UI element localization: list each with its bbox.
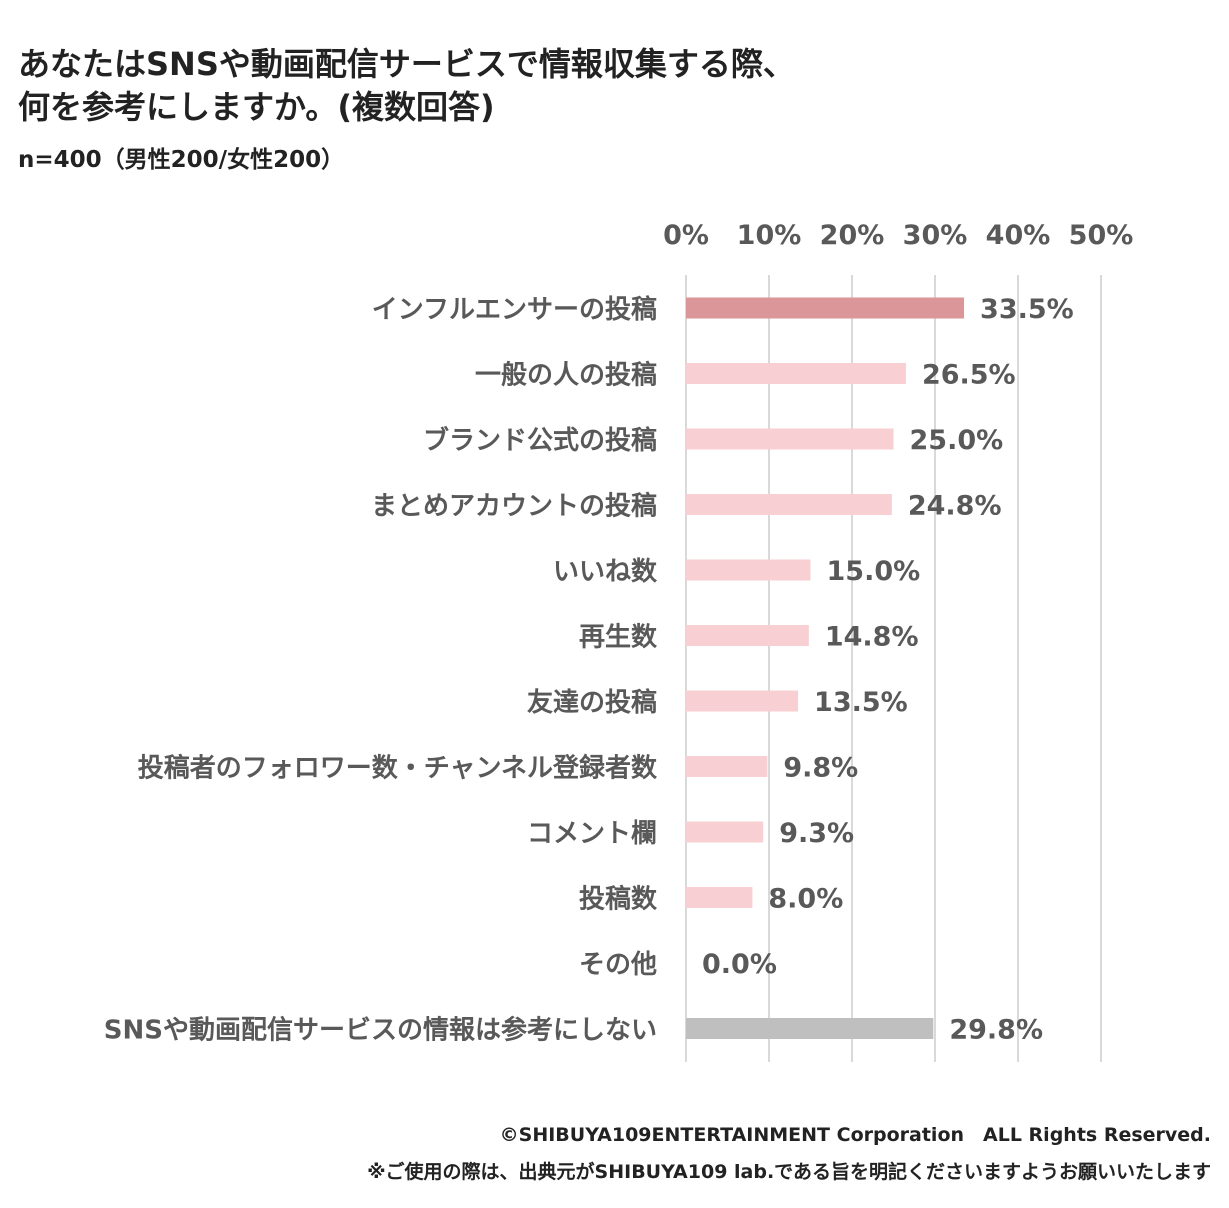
- value-label: 15.0%: [827, 556, 921, 587]
- x-tick-label: 0%: [663, 220, 709, 251]
- x-tick-label: 50%: [1069, 220, 1134, 251]
- value-label: 24.8%: [908, 491, 1002, 522]
- value-label: 13.5%: [814, 687, 908, 718]
- bar-3: [686, 494, 892, 515]
- value-label: 29.8%: [949, 1015, 1043, 1046]
- category-label: 投稿者のフォロワー数・チャンネル登録者数: [138, 753, 658, 784]
- category-label: まとめアカウントの投稿: [371, 491, 657, 522]
- bar-6: [686, 690, 799, 712]
- value-label: 26.5%: [922, 360, 1016, 391]
- category-label: ブランド公式の投稿: [423, 425, 657, 456]
- bar-4: [686, 559, 811, 581]
- category-label: 投稿数: [579, 884, 658, 915]
- bar-0: [686, 297, 965, 319]
- value-label: 8.0%: [768, 884, 843, 915]
- value-label: 9.3%: [779, 818, 854, 849]
- category-label: インフルエンサーの投稿: [372, 294, 657, 325]
- category-label: 一般の人の投稿: [475, 360, 657, 391]
- bars: [686, 297, 965, 1039]
- category-label: いいね数: [553, 557, 658, 587]
- value-label: 9.8%: [783, 753, 858, 784]
- value-label: 25.0%: [910, 425, 1004, 456]
- category-label: コメント欄: [527, 819, 657, 849]
- bar-2: [686, 428, 894, 450]
- bar-1: [686, 363, 906, 384]
- bar-11: [686, 1018, 934, 1039]
- bar-8: [686, 821, 764, 843]
- value-label: 0.0%: [702, 949, 777, 980]
- copyright-notice: ©SHIBUYA109ENTERTAINMENT Corporation ALL…: [499, 1124, 1211, 1146]
- category-labels: インフルエンサーの投稿一般の人の投稿ブランド公式の投稿まとめアカウントの投稿いい…: [104, 294, 658, 1046]
- usage-note: ※ご使用の際は、出典元がSHIBUYA109 lab.である旨を明記くださいます…: [367, 1161, 1211, 1183]
- category-label: SNSや動画配信サービスの情報は参考にしない: [104, 1015, 657, 1046]
- gridlines: [685, 275, 1102, 1062]
- bar-7: [686, 756, 768, 777]
- value-label: 33.5%: [980, 294, 1074, 325]
- chart-title-line-1: あなたはSNSや動画配信サービスで情報収集する際、: [18, 45, 795, 83]
- chart-title-line-2: 何を参考にしますか。(複数回答): [18, 88, 495, 126]
- axis-tick-labels: 0% 10% 20% 30% 40% 50%: [663, 220, 1133, 251]
- x-tick-label: 40%: [986, 220, 1051, 251]
- bar-9: [686, 887, 753, 908]
- category-label: 再生数: [579, 623, 658, 653]
- category-label: 友達の投稿: [527, 687, 657, 718]
- value-labels: 33.5% 26.5% 25.0% 24.8% 15.0% 14.8% 13.5% 9.8% 9…: [702, 294, 1074, 1046]
- bar-5: [686, 625, 809, 646]
- category-label: その他: [579, 950, 657, 980]
- sample-size-subtitle: n=400（男性200/女性200）: [18, 147, 345, 173]
- x-tick-label: 30%: [903, 220, 968, 251]
- value-label: 14.8%: [825, 622, 919, 653]
- x-tick-label: 20%: [820, 220, 885, 251]
- x-tick-label: 10%: [737, 220, 802, 251]
